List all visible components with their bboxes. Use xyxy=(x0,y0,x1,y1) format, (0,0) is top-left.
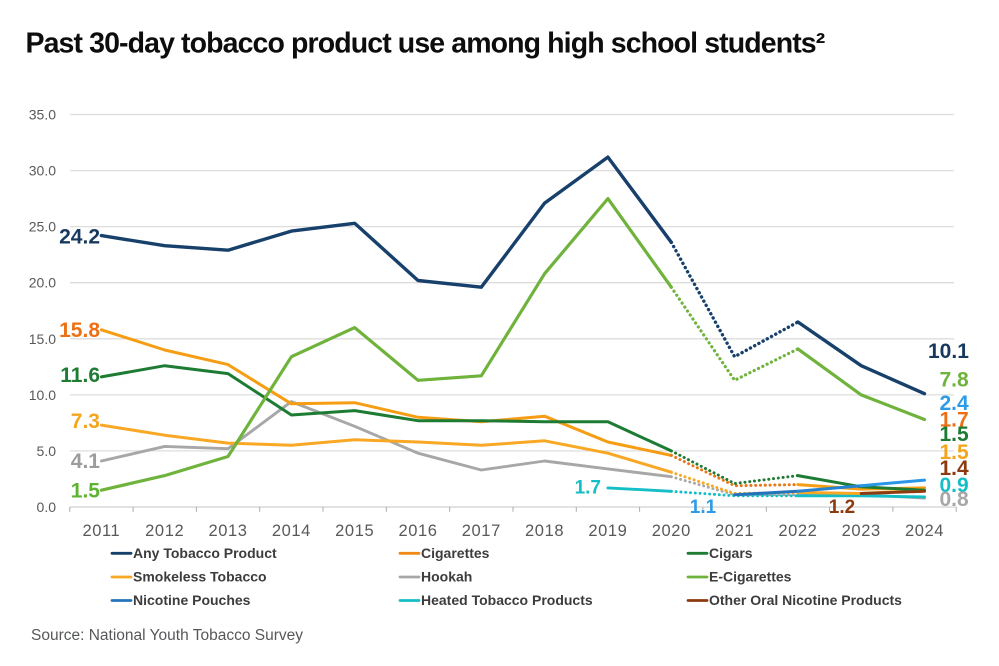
svg-text:1.5: 1.5 xyxy=(71,480,101,503)
svg-text:15.8: 15.8 xyxy=(59,319,100,342)
svg-text:2019: 2019 xyxy=(588,522,627,540)
svg-text:1.2: 1.2 xyxy=(829,497,855,518)
svg-text:24.2: 24.2 xyxy=(59,226,100,249)
svg-text:2016: 2016 xyxy=(398,522,437,540)
svg-text:25.0: 25.0 xyxy=(29,219,56,235)
svg-text:Any Tobacco Product: Any Tobacco Product xyxy=(133,545,277,561)
svg-text:15.0: 15.0 xyxy=(29,331,56,347)
svg-text:2014: 2014 xyxy=(272,522,311,540)
svg-text:Smokeless Tobacco: Smokeless Tobacco xyxy=(133,569,267,585)
svg-text:7.3: 7.3 xyxy=(71,410,100,433)
svg-text:Past 30-day tobacco product us: Past 30-day tobacco product use among hi… xyxy=(26,27,825,59)
svg-text:1.1: 1.1 xyxy=(690,497,717,518)
svg-text:2020: 2020 xyxy=(652,522,691,540)
svg-text:7.8: 7.8 xyxy=(940,368,970,391)
svg-text:30.0: 30.0 xyxy=(29,163,56,179)
svg-text:2011: 2011 xyxy=(82,522,120,540)
svg-text:2023: 2023 xyxy=(842,522,881,540)
svg-text:2024: 2024 xyxy=(905,522,944,540)
svg-text:10.1: 10.1 xyxy=(928,340,969,363)
svg-text:2021: 2021 xyxy=(715,522,754,540)
svg-text:2013: 2013 xyxy=(208,522,247,540)
svg-text:35.0: 35.0 xyxy=(29,107,56,123)
svg-text:2012: 2012 xyxy=(145,522,184,540)
svg-text:0.8: 0.8 xyxy=(940,488,970,511)
svg-text:E-Cigarettes: E-Cigarettes xyxy=(709,569,792,585)
svg-text:Hookah: Hookah xyxy=(421,569,472,585)
svg-text:11.6: 11.6 xyxy=(60,364,100,387)
svg-text:2018: 2018 xyxy=(525,522,564,540)
svg-text:Cigars: Cigars xyxy=(709,545,753,561)
svg-text:4.1: 4.1 xyxy=(71,450,101,473)
svg-text:2022: 2022 xyxy=(778,522,817,540)
svg-text:5.0: 5.0 xyxy=(37,443,57,459)
svg-text:2015: 2015 xyxy=(335,522,374,540)
svg-text:1.7: 1.7 xyxy=(940,408,969,431)
svg-text:Heated Tobacco Products: Heated Tobacco Products xyxy=(421,592,593,608)
svg-text:0.9: 0.9 xyxy=(940,474,969,497)
svg-text:2.4: 2.4 xyxy=(940,392,970,415)
svg-text:2017: 2017 xyxy=(462,522,501,540)
svg-text:Source: National Youth Tobacco: Source: National Youth Tobacco Survey xyxy=(31,627,303,644)
svg-text:Nicotine Pouches: Nicotine Pouches xyxy=(133,592,251,608)
svg-text:0.0: 0.0 xyxy=(37,499,57,515)
svg-text:Other Oral Nicotine Products: Other Oral Nicotine Products xyxy=(709,592,902,608)
svg-text:1.5: 1.5 xyxy=(940,441,970,464)
svg-text:20.0: 20.0 xyxy=(29,275,56,291)
svg-text:1.7: 1.7 xyxy=(575,478,601,499)
svg-text:10.0: 10.0 xyxy=(29,387,56,403)
svg-text:1.5: 1.5 xyxy=(940,423,970,446)
svg-text:1.4: 1.4 xyxy=(940,457,970,480)
svg-text:Cigarettes: Cigarettes xyxy=(421,545,490,561)
